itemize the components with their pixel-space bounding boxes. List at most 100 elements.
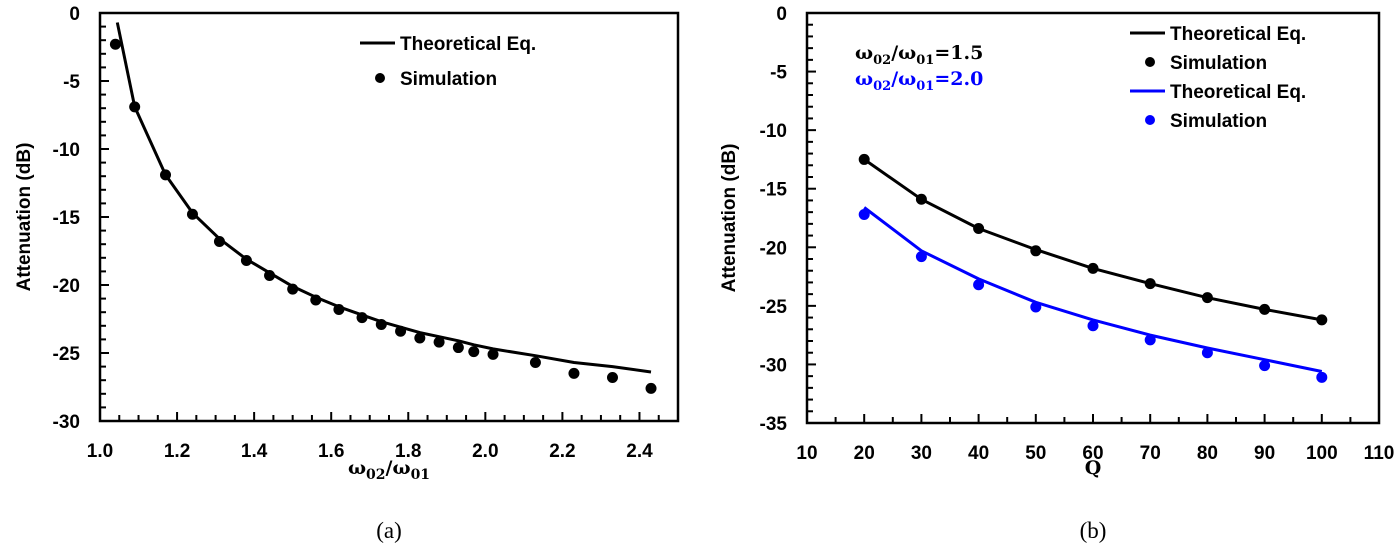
- x-tick-label: 1.4: [241, 441, 268, 462]
- subscript: 01: [916, 53, 934, 68]
- simulation-point: [287, 283, 299, 295]
- subscript: 01: [411, 467, 430, 483]
- simulation-point: [468, 346, 480, 358]
- simulation-point: [264, 269, 276, 281]
- simulation-point: [1144, 278, 1156, 290]
- y-tick-label: -25: [760, 297, 788, 318]
- theoretical-line: [863, 158, 1323, 322]
- y-tick-label: -30: [53, 412, 80, 433]
- legend: Theoretical Eq. Simulation: [360, 34, 536, 90]
- simulation-point: [1316, 371, 1328, 383]
- x-tick-label: 1.6: [318, 441, 344, 462]
- simulation-point: [160, 169, 172, 181]
- legend-label: Theoretical Eq.: [400, 34, 536, 55]
- simulation-point: [1030, 301, 1042, 313]
- simulation-point: [915, 251, 927, 263]
- series-3: [858, 208, 1328, 383]
- chart-b: 0 -5 -10 -15 -20 -25 -30 -35 10 20 30 40 50 60 70 80 90 1…: [719, 4, 1394, 543]
- theoretical-line: [115, 22, 652, 374]
- omega-symbol: ω: [348, 457, 366, 479]
- omega-symbol: ω: [855, 68, 873, 90]
- x-axis-title: Q: [1085, 457, 1102, 479]
- legend-label: Simulation: [1170, 53, 1267, 74]
- y-tick-label: -35: [760, 414, 788, 435]
- x-tick-label: 80: [1197, 443, 1218, 464]
- x-tick-label: 1.2: [164, 441, 190, 462]
- simulation-point: [129, 101, 141, 113]
- x-tick-label: 110: [1364, 443, 1395, 464]
- y-tick-label: -10: [53, 140, 80, 161]
- x-tick-label: 90: [1254, 443, 1275, 464]
- chart-a: 0 -5 -10 -15 -20 -25 -30 1.0 1.2 1.4 1.6 1.8 2.0 2.2 2…: [14, 4, 680, 543]
- x-tick-label: 40: [968, 443, 989, 464]
- simulation-point: [858, 208, 870, 220]
- legend-marker-icon: [1145, 115, 1155, 125]
- omega-symbol: ω: [392, 457, 410, 479]
- subscript: 02: [873, 53, 891, 68]
- simulation-point: [1259, 360, 1271, 372]
- simulation-point: [1201, 292, 1213, 304]
- simulation-point: [186, 208, 198, 220]
- legend-marker-icon: [375, 73, 385, 83]
- ratio-annotation: ω02/ω01=1.5: [855, 42, 983, 68]
- simulation-point: [645, 382, 657, 394]
- y-tick-label: 0: [69, 4, 80, 25]
- x-axis-title: ω02/ω01: [348, 457, 430, 483]
- plot-frame: [98, 11, 680, 423]
- y-tick-label: -20: [53, 276, 80, 297]
- x-tick-label: 2.2: [549, 441, 575, 462]
- theoretical-line: [863, 206, 1323, 373]
- ratio-annotation: ω02/ω01=2.0: [855, 68, 983, 94]
- legend-label: Theoretical Eq.: [1170, 24, 1306, 45]
- simulation-point: [1201, 347, 1213, 359]
- simulation-point: [333, 303, 345, 315]
- x-tick-label: 30: [911, 443, 932, 464]
- panel-label: (b): [1080, 518, 1107, 543]
- series-0: [863, 158, 1323, 322]
- y-tick-label: -5: [63, 72, 80, 93]
- series-2: [863, 206, 1323, 373]
- simulation-point: [973, 279, 985, 291]
- legend-label: Theoretical Eq.: [1170, 82, 1306, 103]
- simulation-point: [529, 357, 541, 369]
- simulation-point: [1316, 314, 1328, 326]
- x-tick-label: 2.4: [626, 441, 653, 462]
- simulation-point: [1144, 334, 1156, 346]
- series-1: [858, 153, 1328, 326]
- x-tick-label: 1.8: [395, 441, 421, 462]
- subscript: 02: [366, 467, 385, 483]
- y-tick-label: -20: [760, 238, 787, 259]
- legend-label: Simulation: [400, 69, 497, 90]
- simulation-point: [1259, 303, 1271, 315]
- simulation-point: [915, 193, 927, 205]
- subscript: 01: [916, 79, 934, 94]
- slash: /: [386, 457, 393, 479]
- simulation-point: [452, 342, 464, 354]
- simulation-point: [1030, 245, 1042, 257]
- series-1: [109, 38, 657, 394]
- simulation-point: [213, 235, 225, 247]
- omega-symbol: ω: [898, 42, 916, 64]
- ratio-value: =1.5: [934, 42, 983, 64]
- simulation-point: [858, 153, 870, 165]
- simulation-point: [433, 336, 445, 348]
- simulation-point: [606, 371, 618, 383]
- x-tick-label: 10: [796, 443, 817, 464]
- simulation-point: [395, 325, 407, 337]
- simulation-point: [414, 332, 426, 344]
- simulation-point: [568, 367, 580, 379]
- omega-symbol: ω: [855, 42, 873, 64]
- legend-marker-icon: [1145, 57, 1155, 67]
- y-axis-title: Attenuation (dB): [14, 143, 35, 292]
- legend-label: Simulation: [1170, 111, 1267, 132]
- y-tick-label: -15: [53, 208, 81, 229]
- simulation-point: [109, 38, 121, 50]
- y-tick-label: -25: [53, 344, 81, 365]
- x-tick-label: 100: [1306, 443, 1338, 464]
- simulation-point: [487, 348, 499, 360]
- x-tick-label: 70: [1140, 443, 1161, 464]
- y-tick-label: -10: [760, 121, 787, 142]
- y-tick-label: -15: [760, 180, 788, 201]
- y-axis-title: Attenuation (dB): [719, 144, 740, 293]
